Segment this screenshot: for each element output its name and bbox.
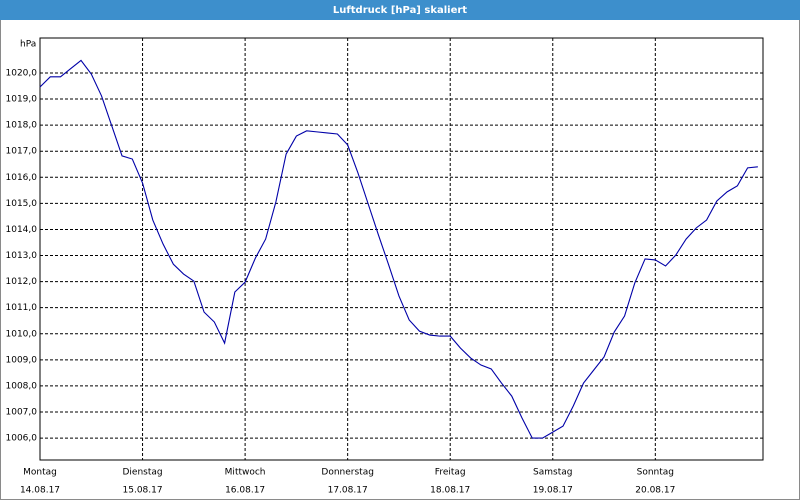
- x-tick-label: Sonntag: [637, 468, 674, 478]
- x-tick-date: 15.08.17: [123, 486, 163, 496]
- y-tick-label: 1014,0: [6, 225, 38, 235]
- x-tick-date: 17.08.17: [328, 486, 368, 496]
- y-tick-label: 1006,0: [6, 434, 38, 444]
- x-tick-label: Montag: [23, 468, 57, 478]
- x-tick-label: Samstag: [533, 468, 572, 478]
- x-tick-label: Mittwoch: [225, 468, 266, 478]
- y-tick-label: 1020,0: [6, 68, 38, 78]
- y-tick-label: 1009,0: [6, 355, 38, 365]
- y-tick-label: 1008,0: [6, 381, 38, 391]
- y-tick-label: 1015,0: [6, 199, 38, 209]
- y-tick-label: 1013,0: [6, 251, 38, 261]
- chart-title: Luftdruck [hPa] skaliert: [333, 5, 467, 16]
- line-series: [39, 59, 758, 439]
- x-tick-date: 16.08.17: [225, 486, 265, 496]
- x-tick-label: Freitag: [435, 468, 466, 478]
- y-tick-label: 1017,0: [6, 147, 38, 157]
- y-tick-label: 1018,0: [6, 121, 38, 131]
- y-tick-label: 1007,0: [6, 408, 38, 418]
- x-tick-date: 14.08.17: [20, 486, 60, 496]
- y-tick-label: 1011,0: [6, 303, 38, 313]
- y-axis-label: hPa: [20, 40, 36, 50]
- x-tick-date: 19.08.17: [533, 486, 573, 496]
- title-bar: [0, 0, 800, 20]
- y-tick-label: 1012,0: [6, 277, 38, 287]
- x-tick-date: 18.08.17: [430, 486, 470, 496]
- y-tick-label: 1016,0: [6, 173, 38, 183]
- x-tick-label: Dienstag: [122, 468, 162, 478]
- x-tick-date: 20.08.17: [635, 486, 675, 496]
- x-tick-label: Donnerstag: [321, 468, 374, 478]
- y-tick-label: 1010,0: [6, 329, 38, 339]
- y-tick-label: 1019,0: [6, 95, 38, 105]
